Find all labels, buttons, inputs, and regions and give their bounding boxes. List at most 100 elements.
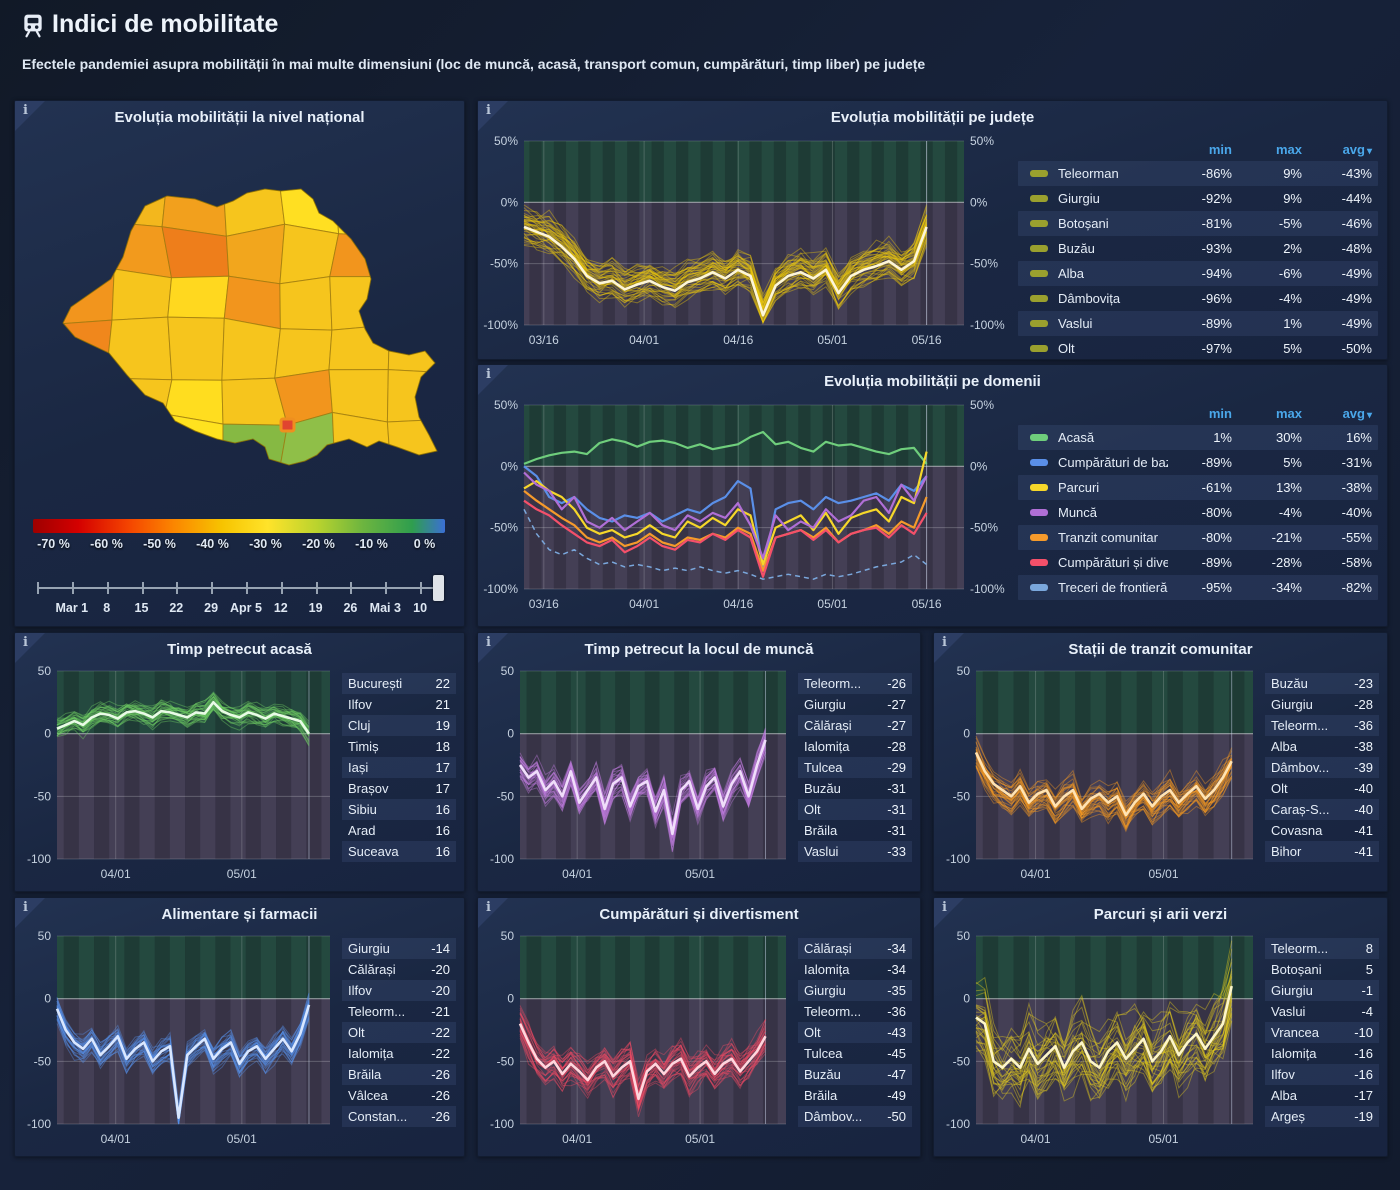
table-row[interactable]: Ialomița -22 xyxy=(342,1043,456,1064)
table-row[interactable]: Giurgiu -28 xyxy=(1265,694,1379,715)
county-cell[interactable] xyxy=(381,228,450,278)
table-row[interactable]: Covasna -41 xyxy=(1265,820,1379,841)
table-row[interactable]: Vaslui -89% 1% -49% xyxy=(1018,311,1378,336)
romania-choropleth-map[interactable] xyxy=(15,101,464,511)
info-icon[interactable]: i xyxy=(23,635,28,650)
table-row[interactable]: Sibiu 16 xyxy=(342,799,456,820)
table-row[interactable]: Giurgiu -27 xyxy=(798,694,912,715)
column-header-min[interactable]: min xyxy=(1208,405,1232,421)
table-row[interactable]: Constan... -26 xyxy=(342,1106,456,1127)
county-cell[interactable] xyxy=(45,372,116,420)
county-cell[interactable] xyxy=(334,179,392,237)
county-cell[interactable] xyxy=(222,423,288,473)
info-icon[interactable]: i xyxy=(942,900,947,915)
table-row[interactable]: Olt -22 xyxy=(342,1022,456,1043)
county-cell[interactable] xyxy=(279,276,333,331)
time-at-work-chart[interactable]: 50 0 -50 -100 04/01 05/01 xyxy=(482,663,792,885)
column-header-max[interactable]: max xyxy=(1275,405,1302,421)
table-row[interactable]: Vaslui -4 xyxy=(1265,1001,1379,1022)
table-row[interactable]: Dâmbov... -50 xyxy=(798,1106,912,1127)
table-row[interactable]: Botoșani -81% -5% -46% xyxy=(1018,211,1378,236)
table-row[interactable]: Muncă -80% -4% -40% xyxy=(1018,500,1378,525)
table-row[interactable]: Giurgiu -92% 9% -44% xyxy=(1018,186,1378,211)
counties-chart[interactable]: 50% 50% 0% 0% -50% -50% -100% -100% 03/16 04/01 04… xyxy=(482,133,1010,351)
table-row[interactable]: Brașov 17 xyxy=(342,778,456,799)
column-header-max[interactable]: max xyxy=(1275,141,1302,157)
table-row[interactable]: Buzău -47 xyxy=(798,1064,912,1085)
table-row[interactable]: Ilfov 21 xyxy=(342,694,456,715)
table-row[interactable]: Acasă 1% 30% 16% xyxy=(1018,425,1378,450)
table-row[interactable]: Giurgiu -1 xyxy=(1265,980,1379,1001)
table-row[interactable]: Arad 16 xyxy=(342,820,456,841)
domains-chart[interactable]: 50% 50% 0% 0% -50% -50% -100% -100% 03/16 04/01 04… xyxy=(482,397,1010,615)
county-cell[interactable] xyxy=(329,276,394,331)
table-row[interactable]: Vaslui -33 xyxy=(798,841,912,862)
table-row[interactable]: Brăila -49 xyxy=(798,1085,912,1106)
info-icon[interactable]: i xyxy=(23,103,28,118)
table-row[interactable]: Teleorm... -36 xyxy=(798,1001,912,1022)
table-row[interactable]: Timiș 18 xyxy=(342,736,456,757)
table-row[interactable]: Ilfov -16 xyxy=(1265,1064,1379,1085)
table-row[interactable]: Caraș-S... -40 xyxy=(1265,799,1379,820)
table-row[interactable]: Alba -17 xyxy=(1265,1085,1379,1106)
county-cell[interactable] xyxy=(161,179,227,237)
table-row[interactable]: Cumpărături și divertisment -89% -28% -58% xyxy=(1018,550,1378,575)
county-cell[interactable] xyxy=(167,316,225,381)
table-row[interactable]: Dâmbov... -39 xyxy=(1265,757,1379,778)
county-cell[interactable] xyxy=(110,179,168,228)
county-cell[interactable] xyxy=(381,179,450,237)
time-at-home-chart[interactable]: 50 0 -50 -100 04/01 05/01 xyxy=(19,663,336,885)
table-row[interactable]: Botoșani 5 xyxy=(1265,959,1379,980)
info-icon[interactable]: i xyxy=(486,103,491,118)
column-header-avg[interactable]: avg ▾ xyxy=(1342,405,1372,421)
table-row[interactable]: Olt -43 xyxy=(798,1022,912,1043)
table-row[interactable]: Călărași -34 xyxy=(798,938,912,959)
table-row[interactable]: Teleorm... -36 xyxy=(1265,715,1379,736)
column-header-avg[interactable]: avg ▾ xyxy=(1342,141,1372,157)
table-row[interactable]: Cumpărături de bază -89% 5% -31% xyxy=(1018,450,1378,475)
table-row[interactable]: Parcuri -61% 13% -38% xyxy=(1018,475,1378,500)
table-row[interactable]: Teleorman -86% 9% -43% xyxy=(1018,161,1378,186)
column-header-min[interactable]: min xyxy=(1208,141,1232,157)
parks-chart[interactable]: 50 0 -50 -100 04/01 05/01 xyxy=(938,928,1259,1150)
table-row[interactable]: Brăila -26 xyxy=(342,1064,456,1085)
table-row[interactable]: Vrancea -10 xyxy=(1265,1022,1379,1043)
table-row[interactable]: Giurgiu -35 xyxy=(798,980,912,1001)
county-cell[interactable] xyxy=(164,413,224,473)
slider-handle[interactable] xyxy=(433,575,444,601)
table-row[interactable]: Olt -40 xyxy=(1265,778,1379,799)
county-cell[interactable] xyxy=(105,316,173,381)
county-cell[interactable] xyxy=(221,317,281,381)
table-row[interactable]: Alba -94% -6% -49% xyxy=(1018,261,1378,286)
table-row[interactable]: Călărași -20 xyxy=(342,959,456,980)
table-row[interactable]: Treceri de frontieră(right-y) -95% -34% -82… xyxy=(1018,575,1378,600)
info-icon[interactable]: i xyxy=(942,635,947,650)
table-row[interactable]: Dâmbovița -96% -4% -49% xyxy=(1018,286,1378,311)
bucharest-marker[interactable] xyxy=(279,417,296,433)
table-row[interactable]: București 22 xyxy=(342,673,456,694)
table-row[interactable]: Buzău -31 xyxy=(798,778,912,799)
table-row[interactable]: Olt -97% 5% -50% xyxy=(1018,336,1378,355)
table-row[interactable]: Brăila -31 xyxy=(798,820,912,841)
county-cell[interactable] xyxy=(331,411,392,474)
table-row[interactable]: Suceava 16 xyxy=(342,841,456,862)
county-cell[interactable] xyxy=(329,233,394,278)
table-row[interactable]: Bihor -41 xyxy=(1265,841,1379,862)
info-icon[interactable]: i xyxy=(23,900,28,915)
county-cell[interactable] xyxy=(328,324,391,371)
table-row[interactable]: Teleorm... -21 xyxy=(342,1001,456,1022)
county-cell[interactable] xyxy=(45,179,121,230)
county-cell[interactable] xyxy=(167,275,230,319)
table-row[interactable]: Tulcea -45 xyxy=(798,1043,912,1064)
table-row[interactable]: Teleorm... -26 xyxy=(798,673,912,694)
table-row[interactable]: Giurgiu -14 xyxy=(342,938,456,959)
table-row[interactable]: Buzău -93% 2% -48% xyxy=(1018,236,1378,261)
county-cell[interactable] xyxy=(388,276,451,326)
county-cell[interactable] xyxy=(45,411,116,473)
retail-recreation-chart[interactable]: 50 0 -50 -100 04/01 05/01 xyxy=(482,928,792,1150)
table-row[interactable]: Buzău -23 xyxy=(1265,673,1379,694)
county-cell[interactable] xyxy=(45,222,121,278)
table-row[interactable]: Ialomița -28 xyxy=(798,736,912,757)
info-icon[interactable]: i xyxy=(486,367,491,382)
table-row[interactable]: Ialomița -16 xyxy=(1265,1043,1379,1064)
